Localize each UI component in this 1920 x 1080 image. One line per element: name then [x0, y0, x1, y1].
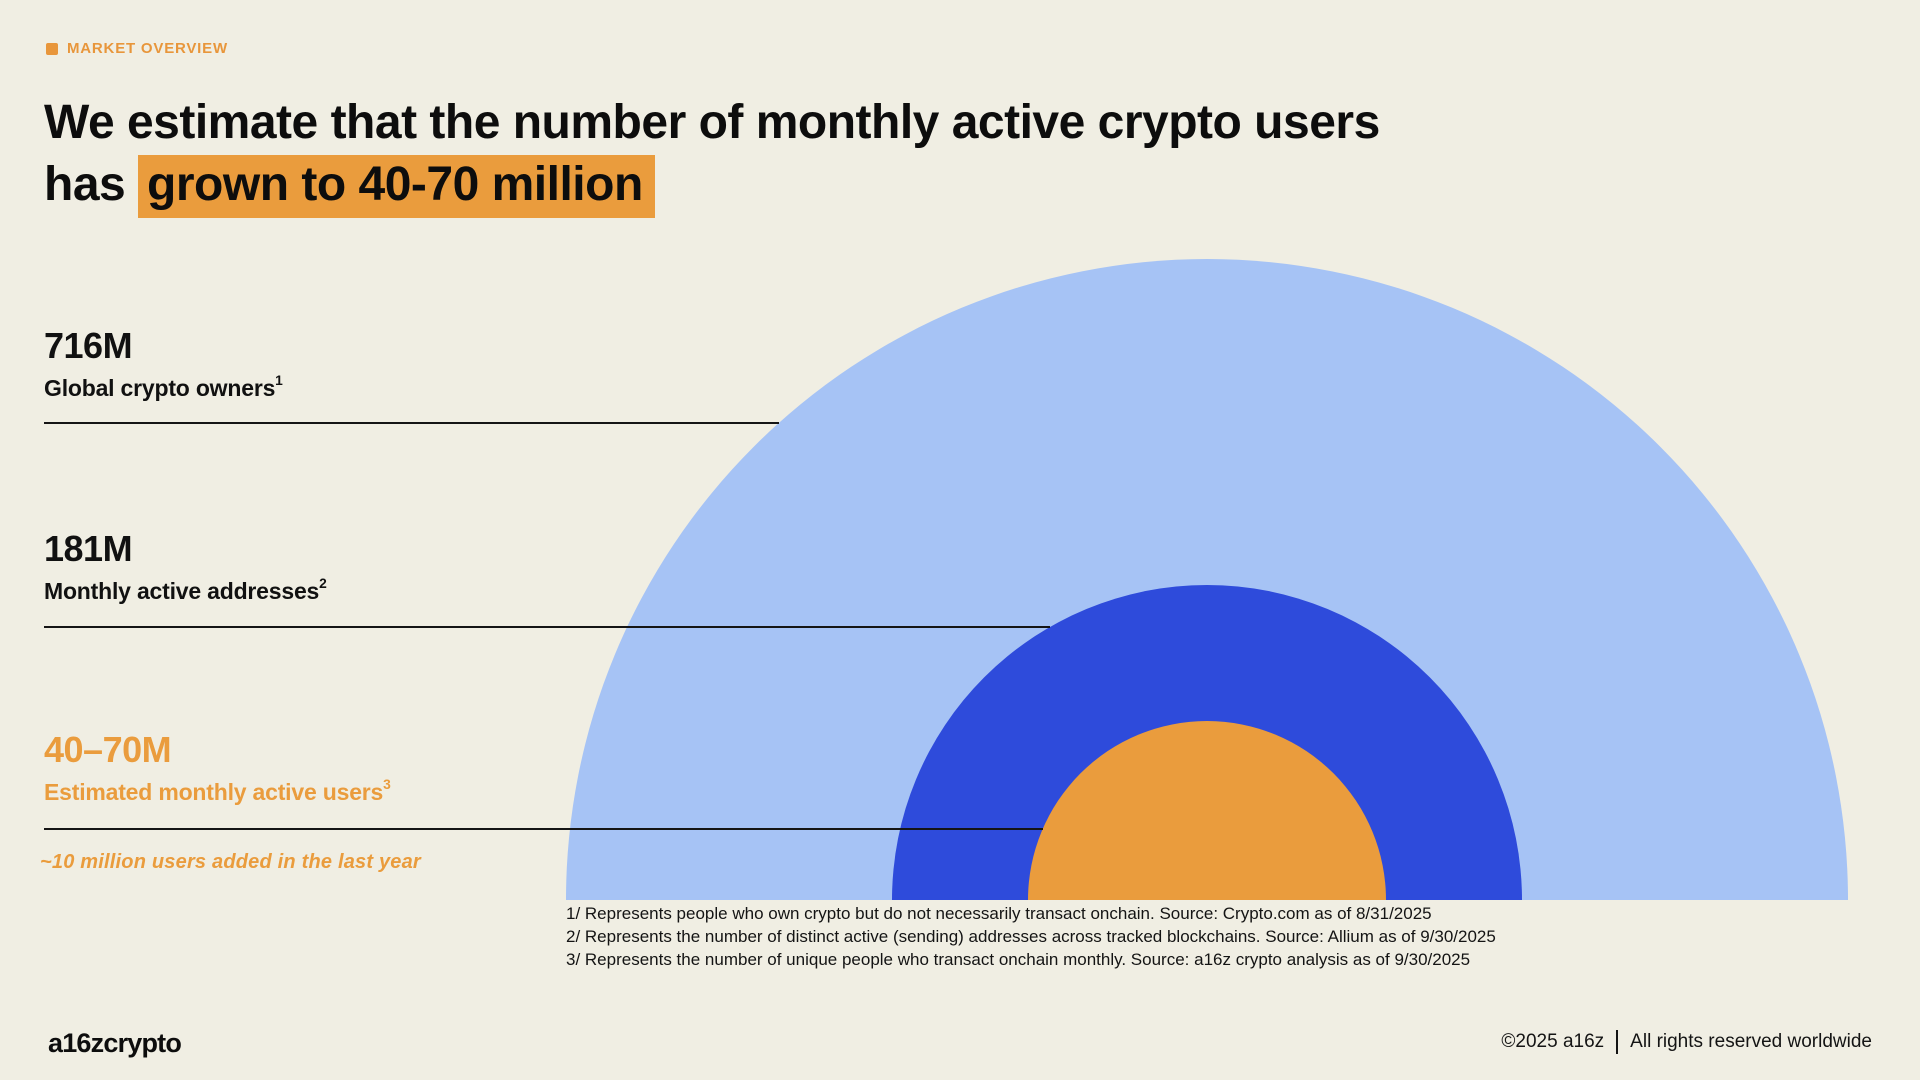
metric-value: 40–70M: [44, 729, 172, 770]
metric-global-crypto-owners: 716M Global crypto owners1: [44, 325, 283, 402]
footer-copyright: ©2025 a16z All rights reserved worldwide: [1501, 1030, 1872, 1054]
annotation-users-added: ~10 million users added in the last year: [40, 851, 421, 873]
metric-label: Monthly active addresses2: [44, 576, 327, 605]
leader-line-global-crypto-owners: [44, 422, 779, 424]
eyebrow-square-icon: [46, 42, 58, 55]
footnote-2: 2/ Represents the number of distinct act…: [566, 927, 1496, 946]
metric-label-text: Global crypto owners: [44, 375, 276, 401]
metric-monthly-active-addresses: 181M Monthly active addresses2: [44, 528, 327, 605]
footnote-marker: 2: [319, 576, 327, 592]
title-line2-prefix: has: [44, 158, 139, 211]
leader-line-estimated-monthly-active-users: [44, 828, 1043, 830]
footnote-3: 3/ Represents the number of unique peopl…: [566, 950, 1471, 969]
title-line1: We estimate that the number of monthly a…: [44, 96, 1380, 149]
leader-line-monthly-active-addresses: [44, 626, 1050, 628]
footer-divider: [1616, 1030, 1619, 1054]
metric-label-text: Estimated monthly active users: [44, 779, 384, 805]
footnote-1: 1/ Represents people who own crypto but …: [566, 904, 1432, 923]
a16zcrypto-logo: a16zcrypto: [48, 1028, 182, 1058]
page-title: We estimate that the number of monthly a…: [44, 92, 1380, 218]
footnotes: 1/ Represents people who own crypto but …: [566, 902, 1496, 971]
metric-label: Estimated monthly active users3: [44, 777, 391, 806]
eyebrow-label: MARKET OVERVIEW: [67, 40, 228, 57]
metric-value: 181M: [44, 528, 133, 569]
metric-label: Global crypto owners1: [44, 373, 283, 402]
metric-estimated-monthly-active-users: 40–70M Estimated monthly active users3: [44, 729, 391, 806]
footnote-marker: 1: [275, 373, 283, 389]
eyebrow: MARKET OVERVIEW: [46, 40, 228, 57]
metric-value: 716M: [44, 325, 133, 366]
footnote-marker: 3: [383, 777, 391, 793]
metric-label-text: Monthly active addresses: [44, 578, 320, 604]
rights-text: All rights reserved worldwide: [1630, 1031, 1872, 1052]
copyright-text: ©2025 a16z: [1501, 1031, 1605, 1052]
title-highlight: grown to 40-70 million: [138, 155, 655, 218]
